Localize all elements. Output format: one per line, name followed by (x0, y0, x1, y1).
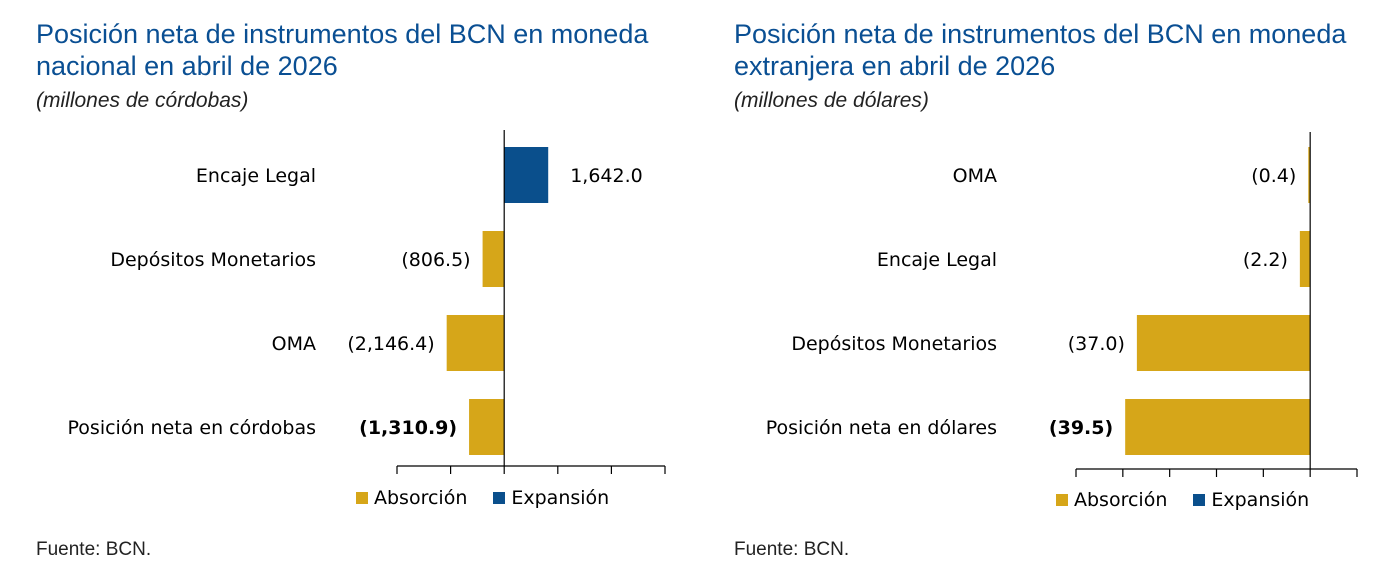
category-label: Depósitos Monetarios (110, 249, 316, 271)
legend-label-absorption: Absorción (374, 487, 468, 509)
legend-label-expansion: Expansión (511, 487, 610, 509)
bar-chart-dolares: OMA (0.4) Encaje Legal (2.2) Depósitos Monet… (766, 132, 1358, 477)
bar-2 (446, 315, 505, 371)
category-label: Depósitos Monetarios (791, 333, 997, 355)
data-label: (1,310.9) (359, 417, 457, 439)
chart-subtitle: (millones de córdobas) (36, 89, 249, 112)
chart-panel-dolares: Posición neta de instrumentos del BCN en… (694, 0, 1388, 588)
category-label: OMA (272, 333, 316, 355)
data-label: (0.4) (1251, 165, 1296, 187)
category-label: Posición neta en dólares (766, 417, 997, 439)
legend: Absorción Expansión (1056, 489, 1309, 511)
legend: Absorción Expansión (356, 487, 609, 509)
chart-subtitle: (millones de dólares) (734, 89, 929, 112)
category-label: Encaje Legal (877, 249, 997, 271)
legend-label-absorption: Absorción (1074, 489, 1168, 511)
bar-3 (469, 399, 505, 455)
category-label: Posición neta en córdobas (68, 417, 316, 439)
bar-0 (1308, 147, 1311, 203)
bar-2 (1136, 315, 1311, 371)
legend-swatch-expansion (493, 492, 506, 504)
legend-item-absorption: Absorción (1056, 489, 1167, 511)
data-label: (806.5) (401, 249, 470, 271)
source-note: Fuente: BCN. (734, 539, 850, 560)
bar-1 (1299, 231, 1311, 287)
bar-0 (504, 147, 549, 203)
data-label: 1,642.0 (570, 165, 643, 187)
chart-title: Posición neta de instrumentos del BCN en… (36, 19, 649, 81)
bar-3 (1125, 399, 1311, 455)
chart-panel-cordobas: Posición neta de instrumentos del BCN en… (36, 19, 666, 560)
legend-item-absorption: Absorción (356, 487, 467, 509)
data-label: (2,146.4) (347, 333, 434, 355)
source-note: Fuente: BCN. (36, 539, 152, 560)
legend-swatch-absorption (1056, 494, 1068, 506)
chart-title: Posición neta de instrumentos del BCN en… (734, 19, 1347, 81)
data-label: (39.5) (1049, 417, 1113, 439)
category-label: Encaje Legal (196, 165, 316, 187)
legend-swatch-absorption (356, 492, 368, 504)
legend-label-expansion: Expansión (1211, 489, 1310, 511)
category-label: OMA (953, 165, 997, 187)
data-label: (37.0) (1068, 333, 1125, 355)
data-label: (2.2) (1243, 249, 1288, 271)
legend-swatch-expansion (1193, 494, 1206, 506)
bar-1 (482, 231, 505, 287)
bar-chart-cordobas: Encaje Legal 1,642.0 Depósitos Monetarios (… (68, 130, 666, 474)
legend-item-expansion: Expansión (493, 487, 609, 509)
legend-item-expansion: Expansión (1193, 489, 1309, 511)
